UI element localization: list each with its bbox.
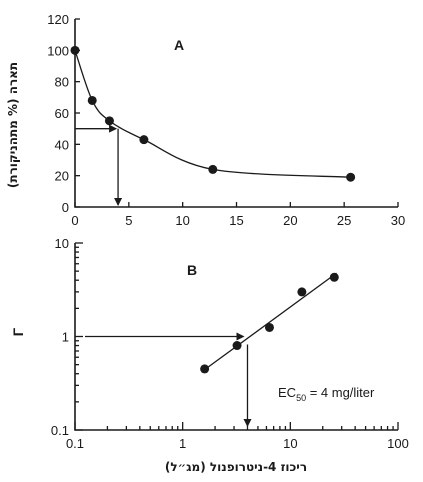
panel-a-data-point bbox=[87, 95, 97, 105]
panel-b-fit-line bbox=[201, 272, 337, 372]
ec50-annotation: EC50 = 4 mg/liter bbox=[278, 385, 375, 403]
panel-a-data-point bbox=[346, 172, 356, 182]
panel-a-y-ticks: 0 20 40 60 80 100 120 bbox=[47, 12, 80, 215]
panel-a-label: A bbox=[174, 37, 184, 53]
panel-a-points bbox=[70, 45, 356, 182]
panel-a-y-tick-label: 0 bbox=[62, 200, 69, 215]
panel-a-x-tick-label: 30 bbox=[391, 213, 405, 228]
panel-b-x-tick-label: 0.1 bbox=[66, 436, 84, 451]
panel-a-y-tick-label: 20 bbox=[55, 169, 69, 184]
panel-b-x-ticks: 0.1 1 10 100 bbox=[66, 422, 409, 451]
panel-a-y-tick-label: 40 bbox=[55, 137, 69, 152]
panel-b-y-tick-label: 1 bbox=[62, 330, 69, 345]
panel-b-data-point bbox=[200, 364, 210, 374]
panel-b-y-axis-label: Γ bbox=[10, 327, 26, 336]
panel-a-fit-curve bbox=[74, 50, 351, 178]
panel-a-y-tick-label: 80 bbox=[55, 75, 69, 90]
panel-a-data-point bbox=[208, 164, 218, 174]
ec50-annotation-main: EC bbox=[278, 385, 296, 400]
ec50-annotation-rest: = 4 mg/liter bbox=[306, 385, 375, 400]
panel-b-x-axis-label: ריכוז 4-ניטרופנול (מג״ל) bbox=[165, 460, 307, 474]
panel-b-x-tick-label: 1 bbox=[179, 436, 186, 451]
panel-b-data-point bbox=[297, 287, 307, 297]
panel-a-x-tick-label: 10 bbox=[175, 213, 189, 228]
panel-b-x-tick-label: 10 bbox=[283, 436, 297, 451]
panel-a-x-tick-label: 0 bbox=[71, 213, 78, 228]
panel-a-x-tick-label: 15 bbox=[229, 213, 243, 228]
panel-a: 0 5 10 15 20 25 30 0 20 40 60 80 100 120 A תארה (% מ… bbox=[6, 12, 405, 228]
panel-b-data-point bbox=[264, 322, 274, 332]
panel-a-y-tick-label: 100 bbox=[47, 43, 69, 58]
panel-b-y-tick-label: 0.1 bbox=[51, 423, 69, 438]
panel-b-data-point bbox=[329, 272, 339, 282]
panel-a-x-tick-label: 20 bbox=[283, 213, 297, 228]
panel-a-data-point bbox=[139, 135, 149, 145]
panel-a-data-point bbox=[104, 116, 114, 126]
panel-b-y-tick-label: 10 bbox=[55, 236, 69, 251]
panel-a-x-ticks: 0 5 10 15 20 25 30 bbox=[71, 202, 405, 228]
panel-b-points bbox=[200, 272, 339, 374]
panel-b: 0.1 1 10 100 0.1 1 10 B Γ EC50 = 4 mg/liter ר… bbox=[10, 236, 409, 474]
ec50-annotation-subscript: 50 bbox=[296, 393, 306, 403]
panel-b-y-ticks: 0.1 1 10 bbox=[51, 236, 83, 438]
panel-a-x-tick-label: 25 bbox=[337, 213, 351, 228]
panel-b-x-tick-label: 100 bbox=[387, 436, 409, 451]
panel-a-y-tick-label: 120 bbox=[47, 12, 69, 27]
panel-b-data-point bbox=[232, 341, 242, 351]
panel-b-label: B bbox=[187, 262, 197, 278]
panel-a-data-point bbox=[70, 45, 80, 55]
panel-a-x-tick-label: 5 bbox=[125, 213, 132, 228]
panel-a-y-axis-label: תארה (% מתהניקורת) bbox=[6, 62, 20, 188]
panel-a-y-tick-label: 60 bbox=[55, 106, 69, 121]
